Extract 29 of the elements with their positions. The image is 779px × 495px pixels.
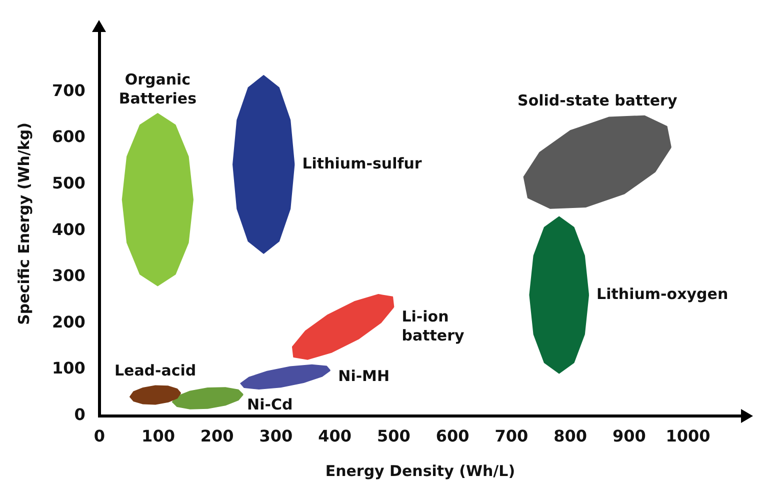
x-tick-label: 200 xyxy=(200,426,234,446)
x-tick-label: 500 xyxy=(377,426,410,446)
series-label: Li-ion battery xyxy=(402,307,464,344)
y-tick-label: 100 xyxy=(52,358,86,378)
series-label: Ni-Cd xyxy=(247,395,293,414)
y-tick-label: 0 xyxy=(74,404,86,424)
y-tick-label: 500 xyxy=(52,174,86,193)
y-tick-label: 600 xyxy=(52,127,86,146)
series-label: Lead-acid xyxy=(114,362,196,380)
x-tick-label: 600 xyxy=(436,426,470,446)
x-tick-label: 300 xyxy=(259,426,293,446)
x-tick-label: 700 xyxy=(494,426,528,446)
y-axis-title: Specific Energy (Wh/kg) xyxy=(14,122,33,325)
series-label: Organic Batteries xyxy=(118,70,197,108)
y-tick-label: 700 xyxy=(52,80,86,100)
y-tick-label: 300 xyxy=(52,266,86,286)
x-tick-label: 1000 xyxy=(666,426,710,446)
x-tick-label: 900 xyxy=(612,426,646,446)
x-axis-title: Energy Density (Wh/L) xyxy=(325,462,516,480)
series-label: Ni-MH xyxy=(338,366,390,385)
x-tick-label: 100 xyxy=(142,426,175,446)
x-tick-label: 400 xyxy=(318,426,352,446)
x-tick-label: 0 xyxy=(94,426,105,446)
y-tick-label: 400 xyxy=(52,220,86,239)
y-tick-label: 200 xyxy=(52,312,86,332)
series-label: Lithium-sulfur xyxy=(302,154,422,172)
x-tick-label: 800 xyxy=(554,426,587,446)
series-label: Solid-state battery xyxy=(518,92,678,110)
series-label: Lithium-oxygen xyxy=(596,284,728,303)
